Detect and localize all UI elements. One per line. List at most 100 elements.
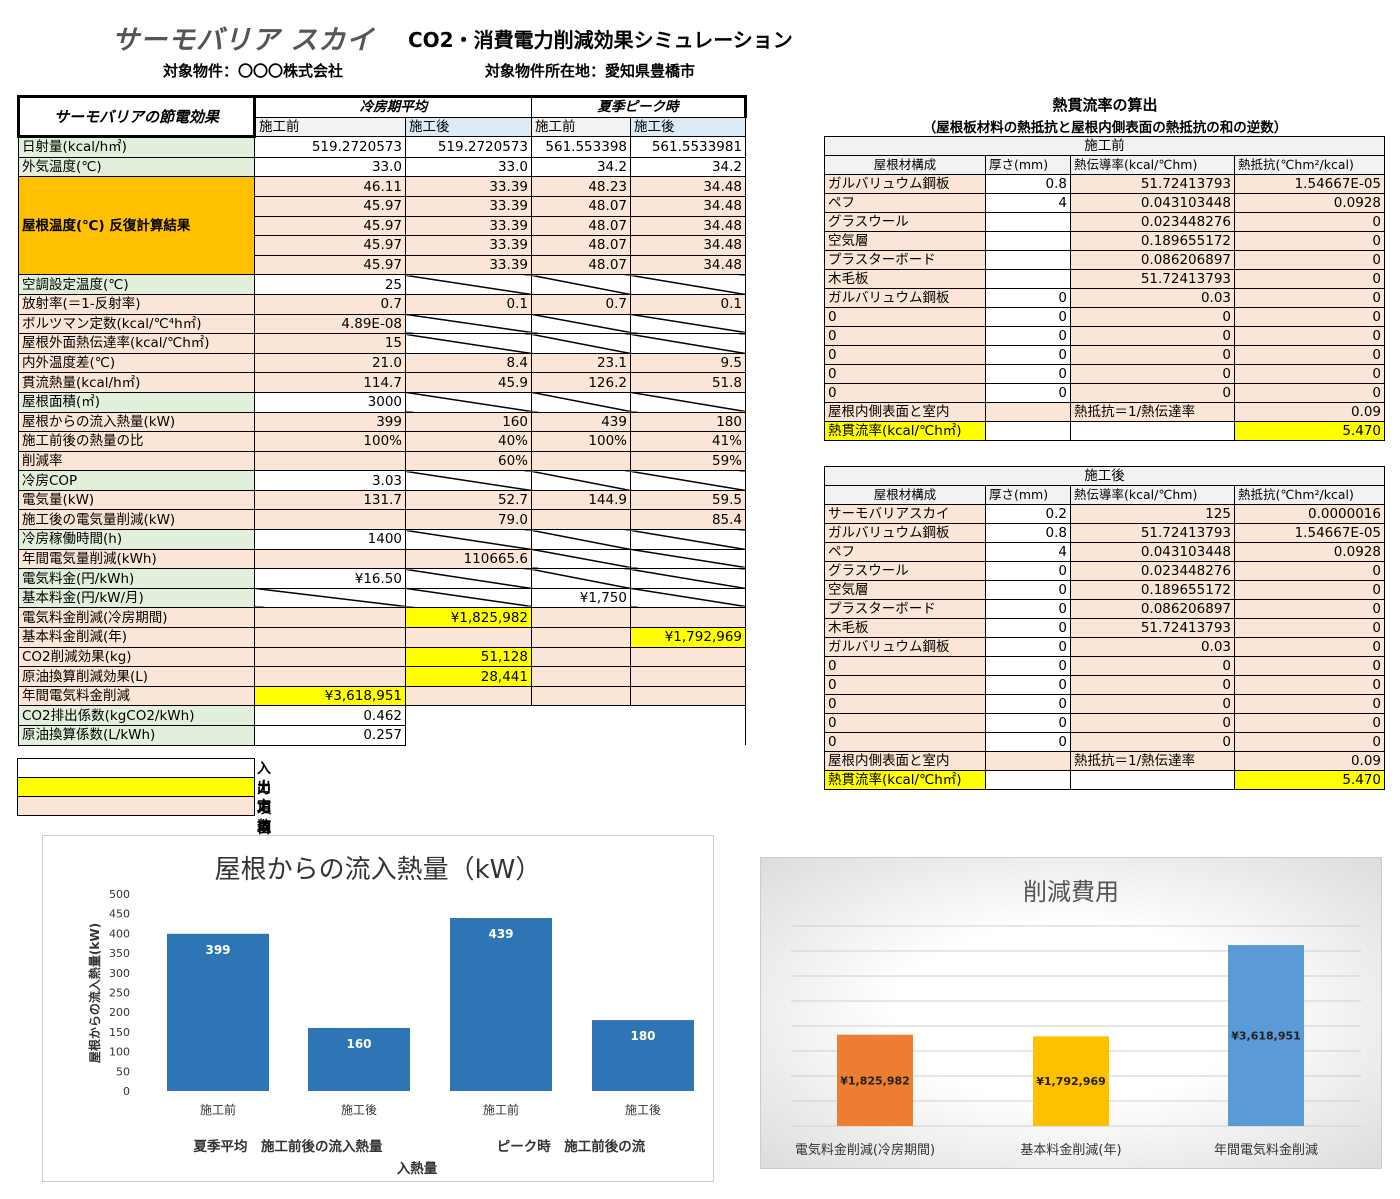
value-cell xyxy=(531,666,631,687)
material-cell[interactable]: 0.8 xyxy=(985,523,1071,543)
value-cell[interactable]: 34.2 xyxy=(531,156,631,178)
value-cell[interactable]: 3.03 xyxy=(254,470,406,491)
material-cell[interactable]: 0 xyxy=(985,618,1071,638)
column-header: 屋根材構成 xyxy=(824,485,986,505)
material-cell: 0 xyxy=(824,694,986,714)
material-row: サーモバリアスカイ 0.2 125 0.0000016 xyxy=(824,504,1385,524)
material-cell[interactable] xyxy=(985,269,1071,289)
material-row: 空気層 0.189655172 0 xyxy=(824,231,1385,251)
material-cell[interactable]: 0.8 xyxy=(985,174,1071,194)
material-row: 木毛板 0 51.72413793 0 xyxy=(824,618,1385,638)
material-cell: 1.54667E-05 xyxy=(1234,174,1385,194)
value-cell[interactable]: 33.0 xyxy=(405,156,532,178)
row-label: 電気料金削減(冷房期間) xyxy=(18,607,255,629)
value-cell xyxy=(630,333,746,354)
value-cell[interactable]: 0.462 xyxy=(254,705,406,726)
value-cell[interactable]: 1400 xyxy=(254,529,406,550)
table-row: 原油換算係数(L/kWh) 0.257 xyxy=(18,725,746,746)
value-cell[interactable]: 25 xyxy=(254,274,406,295)
material-cell[interactable]: 0.2 xyxy=(985,504,1071,524)
material-row: ペフ 4 0.043103448 0.0928 xyxy=(824,542,1385,562)
material-cell[interactable]: 0 xyxy=(985,561,1071,581)
material-cell[interactable] xyxy=(985,212,1071,232)
material-cell: 0 xyxy=(1234,326,1385,346)
material-cell: 0 xyxy=(824,656,986,676)
material-cell[interactable]: 0 xyxy=(985,694,1071,714)
material-cell: 0 xyxy=(1070,694,1235,714)
material-cell[interactable]: 0 xyxy=(985,713,1071,733)
material-cell[interactable] xyxy=(985,231,1071,251)
value-cell: 0.1 xyxy=(405,293,532,315)
value-cell[interactable]: 561.5533981 xyxy=(630,136,746,158)
value-cell: ¥3,618,951 xyxy=(254,685,406,707)
roof-temp-cell: 33.39 xyxy=(405,215,532,237)
material-cell[interactable]: 0 xyxy=(985,307,1071,327)
bar xyxy=(167,933,269,1091)
material-cell[interactable]: 0 xyxy=(985,580,1071,600)
roof-temp-cell: 33.39 xyxy=(405,235,532,256)
value-cell xyxy=(630,568,746,589)
value-cell xyxy=(254,646,406,668)
value-cell xyxy=(254,450,406,472)
material-cell: 0 xyxy=(1234,656,1385,676)
material-cell: プラスターボード xyxy=(824,599,986,619)
x-tick-label: 基本料金削減(年) xyxy=(1020,1142,1121,1158)
material-cell[interactable]: 4 xyxy=(985,193,1071,213)
material-cell[interactable] xyxy=(985,250,1071,270)
roof-temp-cell: 48.07 xyxy=(531,215,631,237)
value-cell[interactable]: ¥16.50 xyxy=(254,568,406,589)
row-label: 施工後の電気量削減(kW) xyxy=(18,509,255,531)
before-section-title: 施工前 xyxy=(824,136,1385,156)
table-row: 削減率 60% 59% xyxy=(18,450,746,472)
material-cell: 125 xyxy=(1070,504,1235,524)
material-cell[interactable]: 0 xyxy=(985,656,1071,676)
material-cell[interactable]: 0 xyxy=(985,364,1071,384)
value-cell[interactable]: 519.2720573 xyxy=(254,136,406,158)
value-cell: 399 xyxy=(254,411,406,433)
roof-temp-label: 屋根温度(℃) 反復計算結果 xyxy=(18,176,255,276)
value-cell[interactable]: 3000 xyxy=(254,391,406,413)
legend-swatch xyxy=(17,758,255,778)
material-cell[interactable]: 0 xyxy=(985,383,1071,403)
material-cell: ガルバリュウム鋼板 xyxy=(824,174,986,194)
material-cell[interactable]: 0 xyxy=(985,675,1071,695)
value-cell[interactable]: 34.2 xyxy=(630,156,746,178)
value-cell xyxy=(531,685,631,707)
table-row: 屋根面積(㎡) 3000 xyxy=(18,391,746,413)
material-cell[interactable]: 0 xyxy=(985,288,1071,308)
value-cell[interactable]: 0.257 xyxy=(254,725,406,746)
material-cell[interactable]: 0 xyxy=(985,637,1071,657)
value-cell: 15 xyxy=(254,333,406,354)
value-cell: 100% xyxy=(254,431,406,452)
value-cell xyxy=(531,333,631,354)
material-cell[interactable]: 0 xyxy=(985,326,1071,346)
after-section-title: 施工後 xyxy=(824,466,1385,486)
material-cell[interactable]: 0 xyxy=(985,732,1071,752)
y-tick-label: 150 xyxy=(109,1026,130,1039)
material-cell: 0 xyxy=(824,675,986,695)
value-cell: 8.4 xyxy=(405,352,532,374)
value-cell[interactable]: 519.2720573 xyxy=(405,136,532,158)
material-cell[interactable]: 0 xyxy=(985,345,1071,365)
material-cell: 51.72413793 xyxy=(1070,523,1235,543)
row-label: 貫流熱量(kcal/h㎡) xyxy=(18,372,255,393)
x-tick-label: 施工後 xyxy=(625,1103,661,1117)
material-cell[interactable]: 4 xyxy=(985,542,1071,562)
material-cell[interactable]: 0 xyxy=(985,599,1071,619)
column-header: 屋根材構成 xyxy=(824,155,986,175)
table-row: 電気料金削減(冷房期間) ¥1,825,982 xyxy=(18,607,746,629)
group-label-peak: ピーク時 施工前後の流 xyxy=(497,1138,646,1155)
column-header: 熱抵抗(℃hm²/kcal) xyxy=(1234,485,1385,505)
roof-temp-cell: 34.48 xyxy=(630,176,746,197)
value-cell[interactable]: 33.0 xyxy=(254,156,406,178)
inner-surface-label: 屋根内側表面と室内 xyxy=(824,402,986,422)
value-cell: 59% xyxy=(630,450,746,472)
value-cell[interactable]: 561.553398 xyxy=(531,136,631,158)
empty-cell xyxy=(1070,770,1235,790)
value-cell[interactable]: ¥1,750 xyxy=(531,587,631,609)
property-label: 対象物件： xyxy=(163,62,239,80)
